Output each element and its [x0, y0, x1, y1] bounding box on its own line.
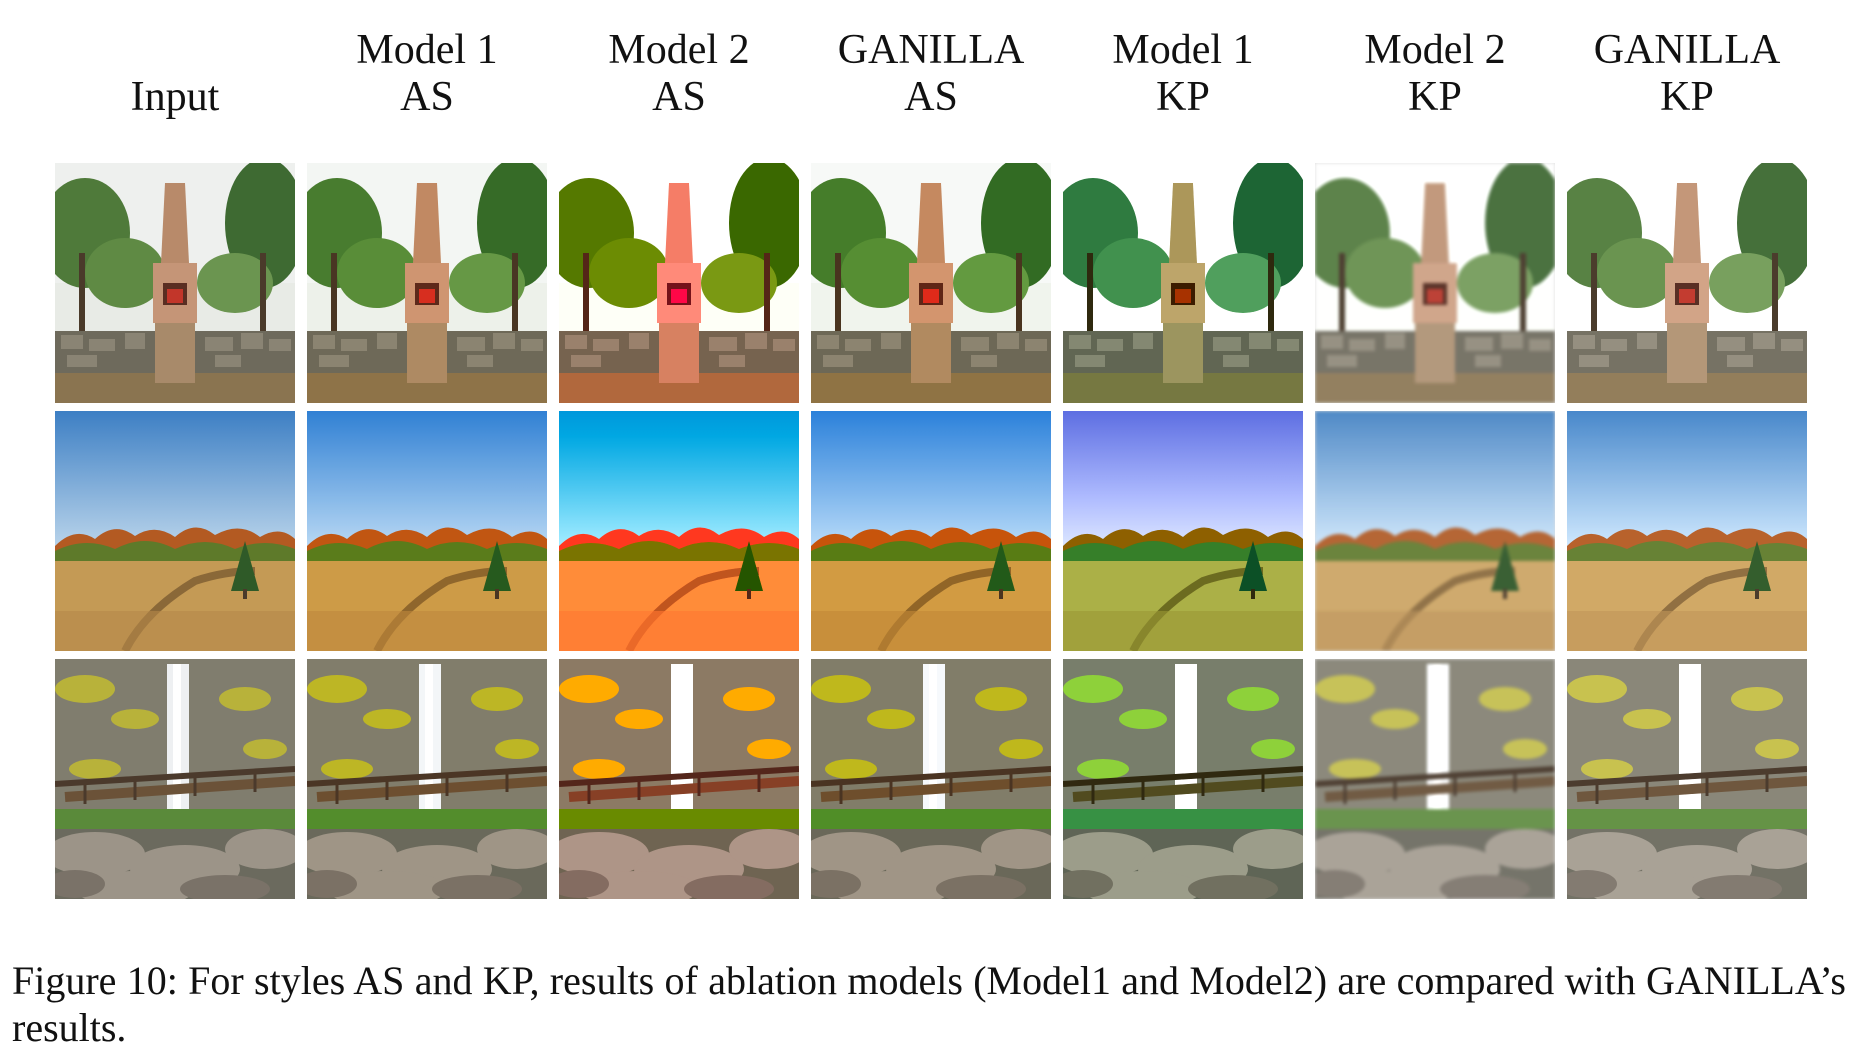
- column-header-ganilla-kp: GANILLA KP: [1567, 27, 1807, 121]
- image-model1-as-row3: [307, 659, 547, 899]
- image-ganilla-as-row3: [811, 659, 1051, 899]
- image-input-row1: [55, 163, 295, 403]
- scene-image: [55, 411, 295, 651]
- scene-image: [307, 659, 547, 899]
- image-model2-as-row3: [559, 659, 799, 899]
- column-header-line1: [55, 27, 295, 74]
- image-model1-as-row2: [307, 411, 547, 651]
- scene-image: [559, 411, 799, 651]
- column-header-line2: Input: [130, 74, 220, 120]
- column-header-line2: AS: [652, 74, 706, 120]
- image-model1-kp-row2: [1063, 411, 1303, 651]
- scene-image: [55, 659, 295, 899]
- scene-image: [1315, 659, 1555, 899]
- column-header-model2-as: Model 2 AS: [559, 27, 799, 121]
- scene-image: [1315, 411, 1555, 651]
- image-ganilla-kp-row1: [1567, 163, 1807, 403]
- column-header-line2: KP: [1660, 74, 1714, 120]
- image-model1-as-row1: [307, 163, 547, 403]
- column-header-line1: Model 2: [608, 27, 750, 73]
- scene-image: [1567, 411, 1807, 651]
- scene-image: [1315, 163, 1555, 403]
- scene-image: [811, 411, 1051, 651]
- image-ganilla-as-row1: [811, 163, 1051, 403]
- scene-image: [307, 163, 547, 403]
- image-input-row3: [55, 659, 295, 899]
- column-header-line2: KP: [1156, 74, 1210, 120]
- scene-image: [811, 659, 1051, 899]
- scene-image: [1063, 659, 1303, 899]
- figure-caption: Figure 10: For styles AS and KP, results…: [12, 958, 1846, 1050]
- image-ganilla-kp-row3: [1567, 659, 1807, 899]
- column-header-line1: Model 1: [1112, 27, 1254, 73]
- image-ganilla-as-row2: [811, 411, 1051, 651]
- scene-image: [55, 163, 295, 403]
- column-header-line2: AS: [400, 74, 454, 120]
- column-header-model1-as: Model 1 AS: [307, 27, 547, 121]
- column-header-line2: KP: [1408, 74, 1462, 120]
- column-header-input: Input: [55, 27, 295, 121]
- image-input-row2: [55, 411, 295, 651]
- column-header-line1: GANILLA: [837, 27, 1025, 73]
- column-header-line1: GANILLA: [1593, 27, 1781, 73]
- column-header-line2: AS: [904, 74, 958, 120]
- image-model2-kp-row1: [1315, 163, 1555, 403]
- image-ganilla-kp-row2: [1567, 411, 1807, 651]
- scene-image: [307, 411, 547, 651]
- scene-image: [1567, 163, 1807, 403]
- scene-image: [1063, 163, 1303, 403]
- column-header-line1: Model 2: [1364, 27, 1506, 73]
- image-model2-as-row2: [559, 411, 799, 651]
- image-model2-kp-row2: [1315, 411, 1555, 651]
- column-header-ganilla-as: GANILLA AS: [811, 27, 1051, 121]
- image-model2-as-row1: [559, 163, 799, 403]
- column-header-model2-kp: Model 2 KP: [1315, 27, 1555, 121]
- scene-image: [559, 163, 799, 403]
- scene-image: [1567, 659, 1807, 899]
- scene-image: [559, 659, 799, 899]
- image-model2-kp-row3: [1315, 659, 1555, 899]
- image-model1-kp-row3: [1063, 659, 1303, 899]
- image-model1-kp-row1: [1063, 163, 1303, 403]
- scene-image: [1063, 411, 1303, 651]
- scene-image: [811, 163, 1051, 403]
- column-header-line1: Model 1: [356, 27, 498, 73]
- column-header-model1-kp: Model 1 KP: [1063, 27, 1303, 121]
